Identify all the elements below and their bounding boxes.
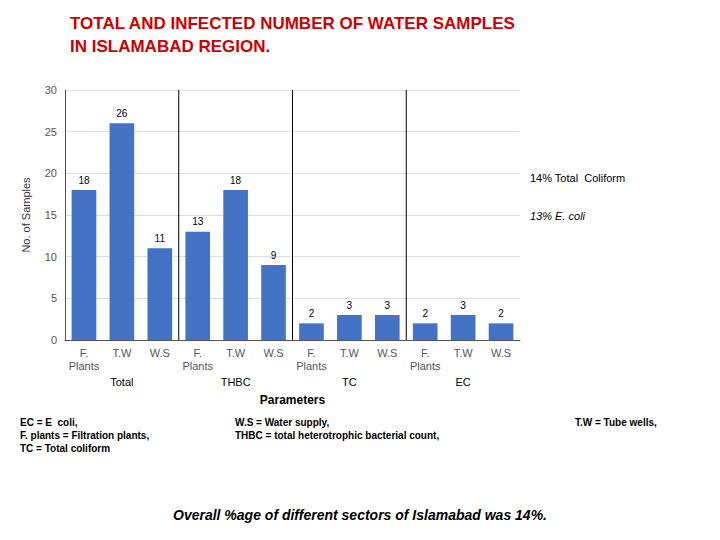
svg-text:THBC = total heterotrophic bac: THBC = total heterotrophic bacterial cou… — [235, 430, 439, 441]
svg-text:26: 26 — [116, 108, 128, 119]
svg-text:F.: F. — [80, 347, 89, 359]
svg-text:TC: TC — [342, 376, 357, 388]
svg-text:T.W: T.W — [226, 347, 246, 359]
svg-text:0: 0 — [51, 334, 57, 346]
svg-text:10: 10 — [45, 251, 57, 263]
svg-text:W.S: W.S — [150, 347, 170, 359]
svg-text:18: 18 — [78, 175, 90, 186]
svg-text:THBC: THBC — [221, 376, 251, 388]
svg-text:3: 3 — [347, 300, 353, 311]
svg-text:F.: F. — [193, 347, 202, 359]
svg-text:3: 3 — [385, 300, 391, 311]
svg-text:Plants: Plants — [182, 360, 213, 372]
svg-text:TOTAL AND INFECTED NUMBER OF W: TOTAL AND INFECTED NUMBER OF WATER SAMPL… — [70, 14, 515, 33]
svg-text:Plants: Plants — [296, 360, 327, 372]
svg-text:2: 2 — [422, 308, 428, 319]
svg-text:EC: EC — [455, 376, 470, 388]
svg-text:EC = E coli,: EC = E coli, — [20, 417, 78, 428]
svg-text:W.S: W.S — [263, 347, 283, 359]
svg-text:W.S: W.S — [491, 347, 511, 359]
svg-text:30: 30 — [45, 84, 57, 96]
svg-text:IN ISLAMABAD REGION.: IN ISLAMABAD REGION. — [70, 37, 270, 56]
svg-text:F.: F. — [307, 347, 316, 359]
svg-text:14% Total Coliform: 14% Total Coliform — [530, 172, 625, 184]
svg-text:TC = Total coliform: TC = Total coliform — [20, 443, 110, 454]
svg-text:Overall %age of different sect: Overall %age of different sectors of Isl… — [173, 507, 547, 523]
svg-text:T.W: T.W — [340, 347, 360, 359]
svg-text:Plants: Plants — [410, 360, 441, 372]
svg-text:11: 11 — [155, 233, 166, 244]
svg-text:3: 3 — [460, 300, 466, 311]
svg-text:18: 18 — [230, 175, 242, 186]
svg-text:Plants: Plants — [69, 360, 100, 372]
svg-text:2: 2 — [309, 308, 315, 319]
svg-text:20: 20 — [45, 167, 57, 179]
svg-text:25: 25 — [45, 126, 57, 138]
svg-text:Total: Total — [110, 376, 133, 388]
svg-text:9: 9 — [271, 250, 277, 261]
svg-text:5: 5 — [51, 292, 57, 304]
svg-text:13: 13 — [192, 216, 204, 227]
svg-text:Parameters: Parameters — [260, 393, 326, 407]
svg-text:T.W: T.W — [112, 347, 132, 359]
svg-text:W.S = Water supply,: W.S = Water supply, — [235, 417, 329, 428]
svg-text:T.W = Tube wells,: T.W = Tube wells, — [575, 417, 657, 428]
svg-text:T.W: T.W — [454, 347, 474, 359]
svg-text:No. of Samples: No. of Samples — [20, 177, 32, 253]
svg-text:13% E. coli: 13% E. coli — [530, 210, 586, 222]
svg-text:15: 15 — [45, 209, 57, 221]
svg-text:F. plants = Filtration plants,: F. plants = Filtration plants, — [20, 430, 149, 441]
svg-text:2: 2 — [498, 308, 504, 319]
svg-text:F.: F. — [421, 347, 430, 359]
svg-text:W.S: W.S — [377, 347, 397, 359]
